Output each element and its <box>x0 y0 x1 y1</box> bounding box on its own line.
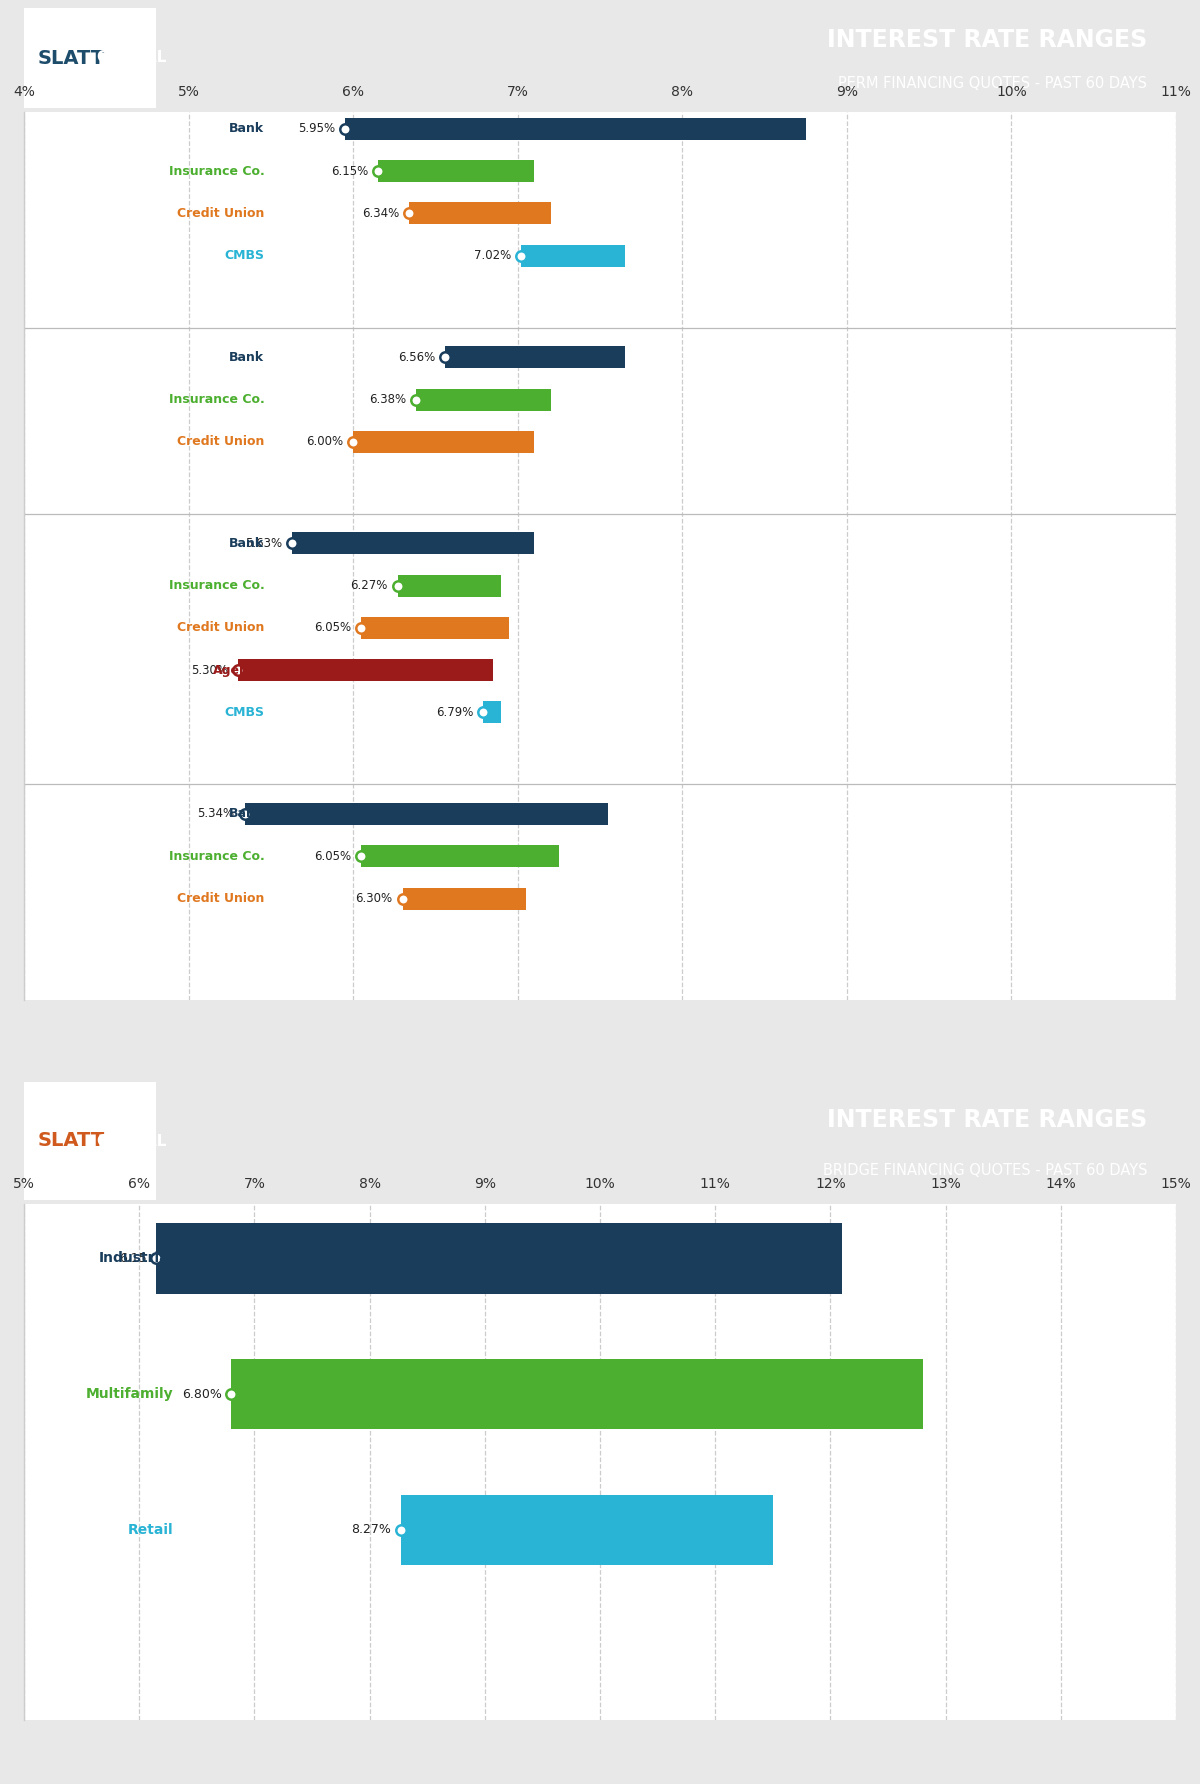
Text: Credit Union: Credit Union <box>176 892 264 904</box>
Text: 6.05%: 6.05% <box>314 849 352 863</box>
Text: 6.30%: 6.30% <box>355 892 392 904</box>
Text: BRIDGE FINANCING QUOTES - PAST 60 DAYS: BRIDGE FINANCING QUOTES - PAST 60 DAYS <box>823 1163 1147 1177</box>
Text: 5.95%: 5.95% <box>298 123 335 136</box>
Text: 6.79%: 6.79% <box>436 706 473 719</box>
Text: CMBS: CMBS <box>224 250 264 262</box>
Text: 8.27%: 8.27% <box>352 1524 391 1536</box>
Text: INTEREST RATE RANGES: INTEREST RATE RANGES <box>827 29 1147 52</box>
Bar <box>293 532 534 555</box>
Bar <box>397 574 502 596</box>
Text: Insurance Co.: Insurance Co. <box>168 392 264 407</box>
Text: SLATT: SLATT <box>38 48 106 68</box>
Text: Industrial: Industrial <box>98 1251 174 1265</box>
Text: 6.05%: 6.05% <box>314 621 352 635</box>
Text: Bank: Bank <box>229 351 264 364</box>
Text: Insurance Co.: Insurance Co. <box>168 849 264 863</box>
Text: 5.63%: 5.63% <box>245 537 282 549</box>
Bar <box>521 244 625 268</box>
Bar <box>361 846 559 867</box>
Text: 6.15: 6.15 <box>120 1252 148 1265</box>
Text: Multifamily: Multifamily <box>86 1388 174 1400</box>
Text: 6.34%: 6.34% <box>362 207 400 219</box>
Text: 7.02%: 7.02% <box>474 250 511 262</box>
Text: 5.34%: 5.34% <box>198 808 235 821</box>
Text: 6.00%: 6.00% <box>306 435 343 448</box>
Text: Bank: Bank <box>229 808 264 821</box>
Bar <box>232 1359 923 1429</box>
Text: Credit Union: Credit Union <box>176 207 264 219</box>
Text: 6.56%: 6.56% <box>398 351 436 364</box>
Bar <box>415 389 551 410</box>
Text: SLATT: SLATT <box>38 1131 106 1151</box>
Text: CAPITAL: CAPITAL <box>96 50 167 66</box>
Text: INTEREST RATE RANGES: INTEREST RATE RANGES <box>827 1108 1147 1131</box>
Text: 6.80%: 6.80% <box>182 1388 222 1400</box>
Text: CAPITAL: CAPITAL <box>96 1133 167 1149</box>
Text: 5.30%: 5.30% <box>191 664 228 676</box>
Bar <box>353 430 534 453</box>
Text: PERM FINANCING QUOTES - PAST 60 DAYS: PERM FINANCING QUOTES - PAST 60 DAYS <box>839 75 1147 91</box>
Text: CMBS: CMBS <box>224 706 264 719</box>
Bar <box>24 1083 156 1201</box>
Text: Bank: Bank <box>229 537 264 549</box>
Text: Credit Union: Credit Union <box>176 435 264 448</box>
Bar <box>245 803 608 824</box>
Bar <box>344 118 805 139</box>
Text: 6.27%: 6.27% <box>350 580 388 592</box>
Text: Agency: Agency <box>212 664 264 676</box>
Text: 6.15%: 6.15% <box>331 164 368 178</box>
Text: Credit Union: Credit Union <box>176 621 264 635</box>
Bar <box>238 658 493 681</box>
Text: Bank: Bank <box>229 123 264 136</box>
Text: Retail: Retail <box>128 1524 174 1536</box>
Bar <box>484 701 502 724</box>
Bar <box>402 887 526 910</box>
Text: Insurance Co.: Insurance Co. <box>168 164 264 178</box>
Text: Insurance Co.: Insurance Co. <box>168 580 264 592</box>
Bar <box>156 1224 842 1293</box>
Bar <box>409 203 551 225</box>
Text: 6.38%: 6.38% <box>368 392 406 407</box>
Bar <box>361 617 510 639</box>
Bar <box>445 346 625 368</box>
Bar <box>378 161 534 182</box>
Bar <box>24 7 156 109</box>
Bar <box>401 1495 773 1565</box>
